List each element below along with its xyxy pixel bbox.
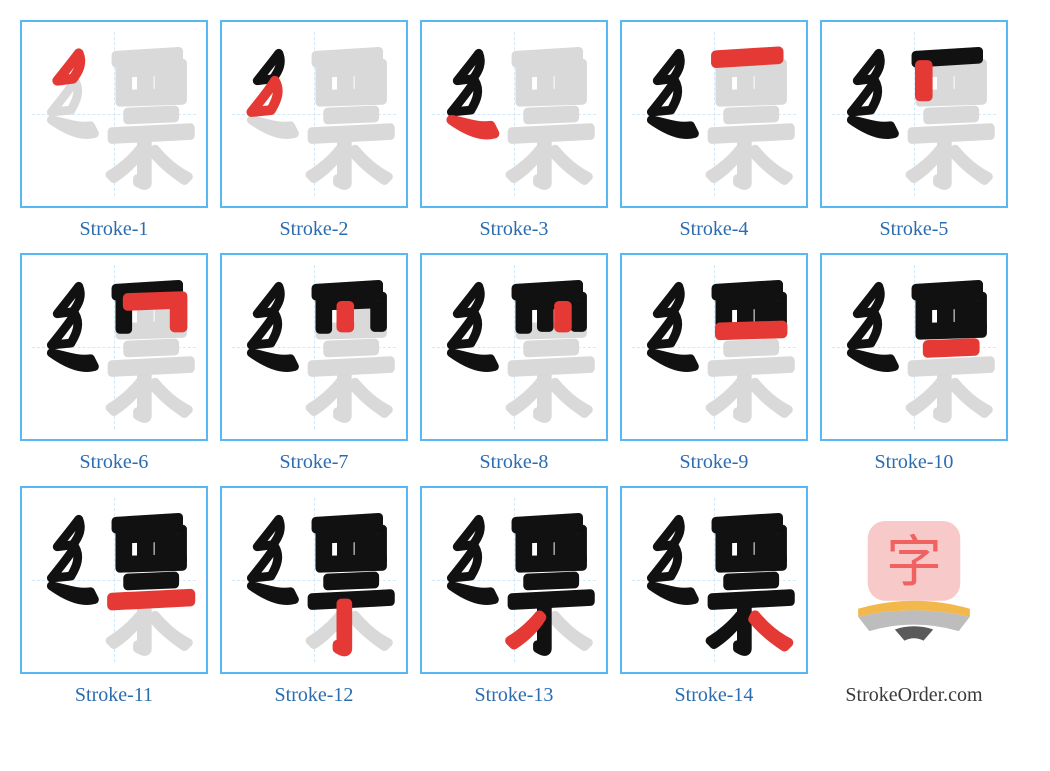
stroke-cell-1: Stroke-1	[20, 20, 208, 241]
glyph	[22, 22, 206, 206]
stroke-label: Stroke-10	[875, 451, 954, 474]
footer-label: StrokeOrder.com	[845, 684, 982, 707]
stroke-tile	[20, 253, 208, 441]
glyph	[22, 255, 206, 439]
stroke-tile	[220, 253, 408, 441]
stroke-label: Stroke-3	[480, 218, 549, 241]
glyph	[222, 255, 406, 439]
glyph	[22, 488, 206, 672]
glyph	[622, 255, 806, 439]
stroke-label: Stroke-12	[275, 684, 354, 707]
stroke-label: Stroke-8	[480, 451, 549, 474]
stroke-cell-13: Stroke-13	[420, 486, 608, 707]
stroke-tile	[620, 20, 808, 208]
stroke-tile	[420, 253, 608, 441]
stroke-cell-9: Stroke-9	[620, 253, 808, 474]
glyph	[822, 22, 1006, 206]
glyph	[822, 255, 1006, 439]
stroke-tile	[220, 20, 408, 208]
stroke-cell-14: Stroke-14	[620, 486, 808, 707]
stroke-label: Stroke-6	[80, 451, 149, 474]
logo-glyph-icon: 字	[886, 532, 942, 594]
stroke-label: Stroke-9	[680, 451, 749, 474]
stroke-cell-7: Stroke-7	[220, 253, 408, 474]
stroke-label: Stroke-5	[880, 218, 949, 241]
glyph	[622, 22, 806, 206]
stroke-tile	[620, 486, 808, 674]
glyph	[222, 488, 406, 672]
logo-tile: 字	[820, 486, 1008, 674]
stroke-label: Stroke-7	[280, 451, 349, 474]
stroke-label: Stroke-13	[475, 684, 554, 707]
logo-cell: 字 StrokeOrder.com	[820, 486, 1008, 707]
stroke-tile	[420, 486, 608, 674]
glyph	[222, 22, 406, 206]
stroke-tile	[220, 486, 408, 674]
stroke-cell-4: Stroke-4	[620, 20, 808, 241]
stroke-tile	[820, 253, 1008, 441]
stroke-cell-10: Stroke-10	[820, 253, 1008, 474]
stroke-label: Stroke-1	[80, 218, 149, 241]
stroke-tile	[420, 20, 608, 208]
stroke-cell-12: Stroke-12	[220, 486, 408, 707]
stroke-cell-6: Stroke-6	[20, 253, 208, 474]
stroke-tile	[20, 20, 208, 208]
stroke-cell-2: Stroke-2	[220, 20, 408, 241]
stroke-tile	[20, 486, 208, 674]
stroke-label: Stroke-14	[675, 684, 754, 707]
glyph	[422, 22, 606, 206]
glyph	[622, 488, 806, 672]
stroke-grid: Stroke-1 Stroke-2 Stroke-3 Stroke-4 Stroke-5…	[20, 20, 1050, 707]
stroke-cell-11: Stroke-11	[20, 486, 208, 707]
stroke-cell-5: Stroke-5	[820, 20, 1008, 241]
stroke-tile	[620, 253, 808, 441]
glyph	[422, 255, 606, 439]
glyph	[422, 488, 606, 672]
stroke-cell-3: Stroke-3	[420, 20, 608, 241]
stroke-cell-8: Stroke-8	[420, 253, 608, 474]
stroke-label: Stroke-2	[280, 218, 349, 241]
stroke-label: Stroke-4	[680, 218, 749, 241]
stroke-label: Stroke-11	[75, 684, 153, 707]
stroke-tile	[820, 20, 1008, 208]
